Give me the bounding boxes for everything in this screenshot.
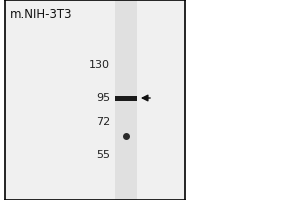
Bar <box>5 0 185 200</box>
Text: 55: 55 <box>96 150 110 160</box>
Text: m.NIH-3T3: m.NIH-3T3 <box>10 8 73 21</box>
Text: 130: 130 <box>89 60 110 70</box>
Text: 95: 95 <box>96 93 110 103</box>
Bar <box>115 96 137 100</box>
Text: 72: 72 <box>96 117 110 127</box>
Bar <box>115 0 137 200</box>
